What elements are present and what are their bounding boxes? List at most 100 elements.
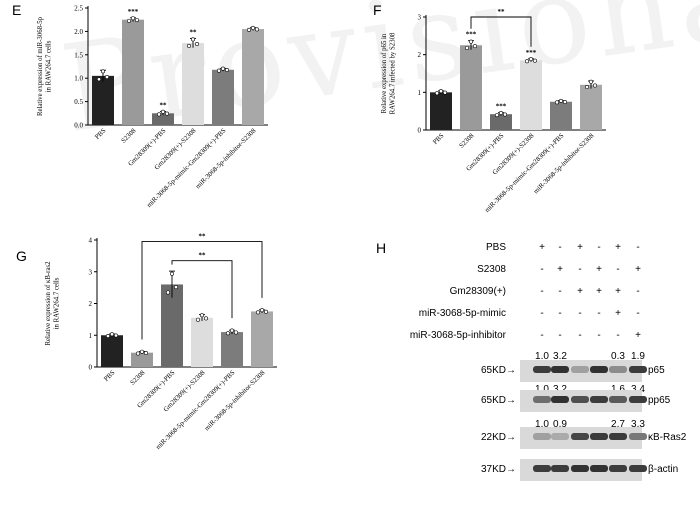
bar [460, 45, 482, 130]
significance-label: *** [496, 103, 507, 111]
data-point [165, 111, 170, 116]
significance-label: *** [466, 31, 477, 39]
blot-band [551, 396, 569, 403]
treatment-sign: + [577, 242, 583, 253]
blot-band [629, 396, 647, 403]
blot-band [590, 366, 608, 373]
data-point [131, 16, 136, 21]
data-point [101, 69, 106, 74]
y-tick-label: 0.0 [74, 122, 83, 130]
bar [101, 335, 123, 367]
molecular-weight-label: 22KD→ [481, 432, 516, 443]
data-point [196, 317, 201, 322]
panel-label-e: E [12, 2, 22, 18]
y-axis-label-line: Relative expression of κB-ras2 [45, 261, 52, 346]
panel-label-f: F [373, 2, 382, 18]
data-point [204, 316, 209, 321]
significance-label: ** [160, 101, 168, 109]
data-point [97, 77, 102, 82]
protein-label: p65 [648, 365, 665, 376]
western-blot: PBS + - + - + - S2308 - + - + - + Gm28309(+) - - + + + - miR-… [410, 242, 687, 481]
blot-band [551, 366, 569, 373]
x-tick-label: miR-3068-5p-inhibitor-S2308 [204, 369, 267, 432]
data-point [263, 309, 268, 314]
data-point [255, 27, 260, 32]
data-point [247, 27, 252, 32]
treatment-sign: + [615, 286, 621, 297]
data-point [217, 68, 222, 73]
data-point [555, 100, 560, 105]
treatment-sign: - [636, 242, 639, 253]
data-point [170, 271, 175, 276]
bar [131, 352, 153, 367]
treatment-label: miR-3068-5p-inhibitor [410, 330, 507, 341]
significance-bracket [171, 260, 233, 319]
data-point [495, 113, 500, 118]
treatment-sign: + [635, 330, 641, 341]
blot-band [609, 465, 627, 472]
x-tick-label: S2308 [458, 132, 476, 150]
treatment-sign: - [540, 286, 543, 297]
data-point [585, 85, 590, 90]
data-point [499, 110, 504, 115]
data-point [259, 308, 264, 313]
data-point [503, 112, 508, 117]
y-axis-label-line: Relative expression of p65 in [381, 33, 388, 113]
protein-label: κB-Ras2 [648, 432, 687, 443]
y-tick-label: 1.0 [74, 75, 83, 83]
band-quantification: 0.9 [553, 419, 567, 430]
protein-label: pp65 [648, 395, 671, 406]
y-axis-label: Relative expression of p65 in RAW264.7 in… [381, 32, 397, 114]
treatment-sign: - [636, 308, 639, 319]
bar [182, 43, 204, 125]
data-point [473, 44, 478, 49]
blot-band [533, 465, 551, 472]
treatment-sign: + [557, 264, 563, 275]
data-point [221, 66, 226, 71]
data-point [443, 90, 448, 95]
x-tick-label: miR-3068-5p-inhibitor-S2308 [533, 132, 596, 195]
band-quantification: 2.7 [611, 419, 625, 430]
blot-band [629, 465, 647, 472]
significance-label: *** [128, 8, 139, 16]
chart-f: 0 1 2 3 Relative expression of p65 in RAW264.… [381, 8, 606, 214]
y-tick-label: 2.5 [74, 5, 83, 13]
x-tick-label: PBS [94, 127, 108, 141]
data-point [187, 43, 192, 48]
bracket-label: ** [498, 8, 506, 16]
data-point [234, 330, 239, 335]
y-tick-label: 2.0 [74, 28, 83, 36]
band-quantification: 1.6 [611, 384, 625, 395]
y-axis-label-line: in RAW264.7 cells [54, 277, 61, 329]
treatment-sign: + [596, 264, 602, 275]
bar [430, 92, 452, 130]
blot-band [571, 366, 589, 373]
x-tick-label: PBS [432, 132, 446, 146]
y-tick-label: 4 [89, 237, 93, 245]
data-point [593, 83, 598, 88]
data-point [174, 285, 179, 290]
data-point [195, 42, 200, 47]
treatment-sign: - [578, 308, 581, 319]
blot-band [629, 366, 647, 373]
treatment-sign: - [597, 308, 600, 319]
treatment-sign: + [615, 242, 621, 253]
blot-band [571, 396, 589, 403]
y-axis-label-line: in RAW264.7 cells [46, 40, 53, 92]
bracket-label: ** [199, 252, 207, 260]
y-tick-label: 0 [89, 364, 93, 372]
bar [152, 113, 174, 125]
blot-band [533, 366, 551, 373]
data-point [529, 57, 534, 62]
y-tick-label: 2 [89, 300, 93, 308]
data-point [525, 59, 530, 64]
x-tick-label: S2308 [120, 127, 138, 145]
data-point [105, 74, 110, 79]
y-tick-label: 2 [418, 51, 422, 59]
data-point [533, 58, 538, 63]
treatment-label: Gm28309(+) [450, 286, 506, 297]
protein-label: β-actin [648, 464, 678, 475]
molecular-weight-label: 37KD→ [481, 464, 516, 475]
y-tick-label: 0 [418, 127, 422, 135]
treatment-sign: - [540, 330, 543, 341]
